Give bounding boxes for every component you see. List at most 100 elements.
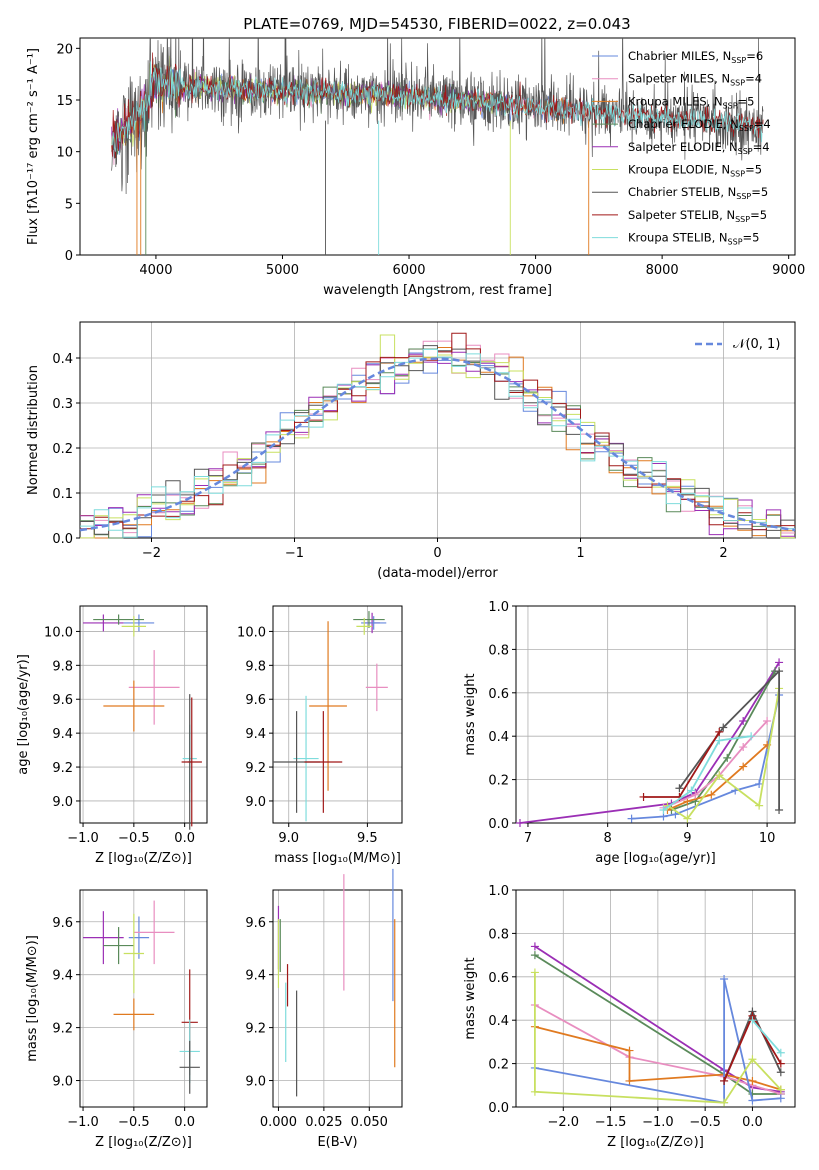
axes-frame [272, 889, 403, 1108]
panel-3: 9.0 9.5 9.0 9.2 9.4 9.6 9.8 10.0 mass [log₁₀(M/M… [237, 605, 403, 866]
panel-0: 4000 5000 6000 7000 8000 9000 0 5 10 15 20 waveleng… [26, 37, 805, 298]
mass-weight-line [534, 954, 781, 1095]
y-tick-label: 1.0 [488, 600, 509, 615]
histogram-step [80, 348, 795, 538]
y-tick-label: 20 [56, 42, 73, 57]
data-point-marker [748, 1076, 757, 1085]
x-tick-label: 9 [683, 831, 691, 846]
data-point-marker [748, 1096, 757, 1105]
data-point-marker [659, 805, 668, 814]
x-tick-label: 9.0 [278, 831, 299, 846]
data-point-marker [763, 717, 772, 726]
data-point-marker [739, 743, 748, 752]
x-tick-label: 9.5 [357, 831, 378, 846]
data-point-marker [639, 792, 648, 801]
mass-weight-line [671, 670, 776, 811]
y-tick-label: 9.6 [52, 916, 73, 931]
panel-2: −1.0 −0.5 0.0 9.0 9.2 9.4 9.6 9.8 10.0 Z [log₁₀(Z… [16, 605, 208, 866]
x-tick-label: 1 [576, 546, 584, 561]
y-tick-label: 0.1 [52, 487, 73, 502]
data-point-marker [719, 723, 728, 732]
x-tick-label: 0.0 [742, 1115, 763, 1130]
spectrum-line [111, 61, 764, 152]
y-axis-label: mass weight [463, 673, 478, 755]
x-axis-label: wavelength [Angstrom, rest frame] [323, 283, 552, 298]
x-tick-label: 8000 [646, 263, 679, 278]
panel-6: 0.000 0.025 0.050 9.0 9.2 9.4 9.6 E(B-V) [245, 868, 403, 1150]
data-point-marker [715, 736, 724, 745]
data-point-marker [775, 805, 784, 814]
mass-weight-line [643, 731, 721, 798]
data-point-marker [627, 814, 636, 823]
y-tick-label: 0.0 [488, 817, 509, 832]
mass-weight-line [534, 1025, 782, 1091]
x-tick-label: 0 [433, 546, 441, 561]
y-tick-label: 9.6 [245, 693, 266, 708]
x-tick-label: −0.5 [118, 1115, 150, 1130]
data-point-marker [720, 974, 729, 983]
data-point-marker [755, 801, 764, 810]
x-axis-label: age [log₁₀(age/yr)] [595, 851, 716, 866]
data-point-marker [739, 762, 748, 771]
y-tick-label: 9.0 [52, 1075, 73, 1090]
x-tick-label: −0.5 [118, 831, 150, 846]
y-tick-label: 10.0 [44, 625, 73, 640]
x-tick-label: −1.0 [67, 831, 99, 846]
y-tick-label: 0.8 [488, 643, 509, 658]
y-tick-label: 9.6 [52, 693, 73, 708]
y-tick-label: 9.4 [245, 969, 266, 984]
x-tick-label: 9000 [772, 263, 805, 278]
panel-1: −2 −1 0 1 2 0.0 0.1 0.2 0.3 0.4 (data-model)/error… [26, 321, 796, 581]
y-tick-label: 1.0 [488, 884, 509, 899]
legend-entry: Salpeter ELODIE, NSSP=4 [628, 140, 770, 156]
mass-weight-line [751, 1019, 782, 1054]
y-tick-label: 0 [65, 249, 73, 264]
x-tick-label: 2 [719, 546, 727, 561]
data-point-marker [530, 942, 539, 951]
x-tick-label: 7 [524, 831, 532, 846]
x-tick-label: −2.0 [547, 1115, 579, 1130]
y-tick-label: 0.2 [488, 1058, 509, 1073]
data-point-marker [775, 667, 784, 676]
legend-entry: Salpeter STELIB, NSSP=5 [628, 208, 767, 224]
x-tick-label: −1.5 [595, 1115, 627, 1130]
y-tick-label: 9.8 [52, 659, 73, 674]
data-point-marker [775, 658, 784, 667]
x-axis-label: Z [log₁₀(Z/Z⊙)] [95, 851, 192, 866]
histogram-step [80, 340, 795, 539]
x-tick-label: −1.0 [67, 1115, 99, 1130]
x-axis-label: Z [log₁₀(Z/Z⊙)] [95, 1135, 192, 1150]
y-tick-label: 10.0 [237, 625, 266, 640]
x-axis-label: mass [log₁₀(M/M⊙)] [274, 851, 401, 866]
histogram-step [80, 345, 795, 539]
data-point-marker [748, 1055, 757, 1064]
axes-frame [272, 605, 403, 824]
legend-entry: Kroupa STELIB, NSSP=5 [628, 231, 759, 247]
y-axis-label: Flux [fλ10⁻¹⁷ erg cm⁻² s⁻¹ A⁻¹] [26, 48, 41, 245]
data-point-marker [687, 786, 696, 795]
data-point-marker [776, 1085, 785, 1094]
data-point-marker [723, 753, 732, 762]
data-point-marker [625, 1076, 634, 1085]
y-tick-label: 9.4 [52, 727, 73, 742]
x-axis-label: E(B-V) [317, 1135, 357, 1150]
legend-entry: Kroupa MILES, NSSP=5 [628, 94, 754, 110]
y-tick-label: 9.2 [245, 761, 266, 776]
data-point-marker [691, 790, 700, 799]
data-point-marker [625, 1046, 634, 1055]
data-point-marker [715, 771, 724, 780]
y-tick-label: 0.2 [488, 774, 509, 789]
y-tick-label: 0.4 [488, 730, 509, 745]
x-tick-label: 4000 [139, 263, 172, 278]
data-point-marker [515, 819, 524, 827]
data-point-marker [530, 1087, 539, 1096]
y-tick-label: 9.2 [245, 1022, 266, 1037]
data-point-marker [720, 1098, 729, 1107]
y-tick-label: 0.4 [52, 352, 73, 367]
legend-entry: Chabrier MILES, NSSP=6 [628, 49, 763, 65]
x-axis-label: Z [log₁₀(Z/Z⊙)] [607, 1135, 704, 1150]
y-tick-label: 9.6 [245, 916, 266, 931]
y-axis-label: age [log₁₀(age/yr)] [16, 654, 31, 775]
x-tick-label: 8 [604, 831, 612, 846]
x-tick-label: 0.000 [260, 1115, 297, 1130]
